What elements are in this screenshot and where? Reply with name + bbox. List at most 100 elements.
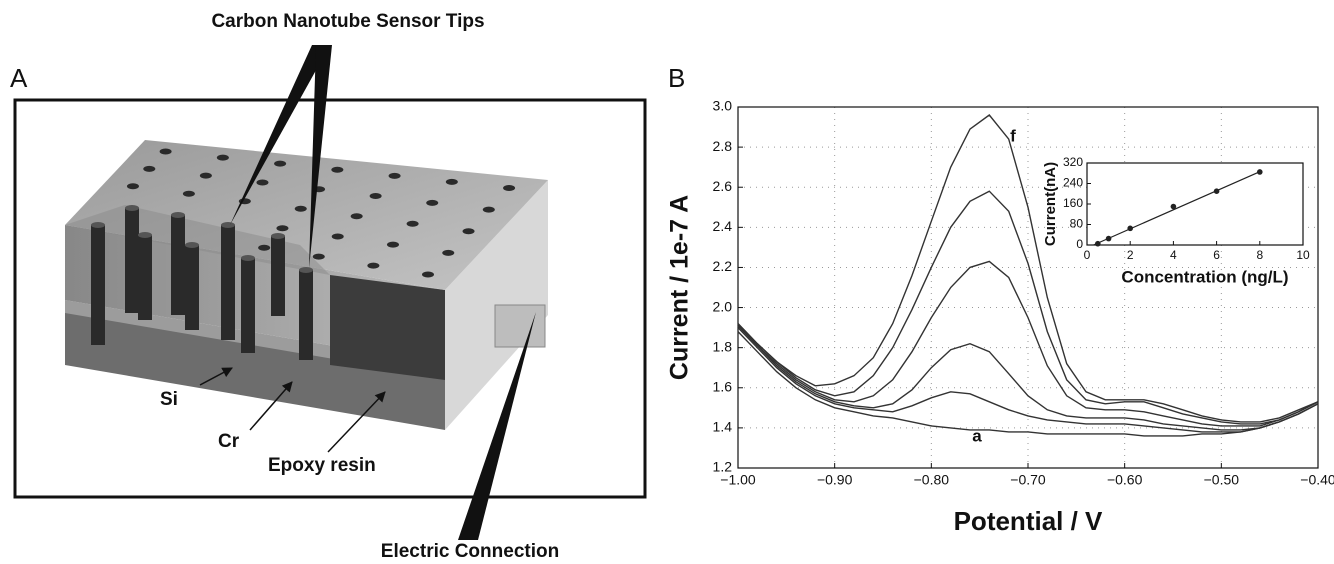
pore <box>388 172 401 179</box>
pore <box>406 220 419 227</box>
y-axis-label: Current(nA) <box>1042 162 1059 246</box>
y-tick-label: 0 <box>1076 237 1083 251</box>
pore <box>274 160 287 167</box>
tube <box>125 208 139 313</box>
plot-frame <box>737 106 1319 469</box>
y-tick-label: 2.0 <box>713 298 733 314</box>
pore <box>442 249 455 256</box>
pore <box>503 184 516 191</box>
pore <box>159 148 172 155</box>
pore <box>312 253 325 260</box>
tube <box>221 225 235 340</box>
pore <box>182 190 195 197</box>
si-layer <box>65 310 445 430</box>
tube <box>241 258 255 353</box>
inset-frame <box>1086 162 1304 246</box>
tube <box>185 245 199 330</box>
panel-a: A Carbon Nanotube Sensor Tips Si Cr Epox… <box>10 11 647 562</box>
pore <box>445 178 458 185</box>
pore <box>369 193 382 200</box>
x-tick-label: −0.40 <box>1300 472 1334 488</box>
x-tick-label: 2 <box>1127 248 1134 262</box>
pore <box>386 241 399 248</box>
pore <box>258 244 271 251</box>
tubes <box>91 205 313 360</box>
pore <box>462 228 475 235</box>
curve-label: f <box>1010 126 1016 145</box>
tube <box>171 215 185 315</box>
pore <box>367 262 380 269</box>
pointer <box>230 45 330 225</box>
pore <box>126 183 139 190</box>
layer-label: Epoxy resin <box>268 455 376 476</box>
pore <box>216 154 229 161</box>
fit-line <box>1093 171 1261 246</box>
y-tick-label: 2.6 <box>713 178 733 194</box>
layer-label: Cr <box>218 431 240 452</box>
x-tick-label: 6 <box>1213 248 1220 262</box>
panel-label: B <box>668 63 685 93</box>
pore <box>426 199 439 206</box>
y-tick-label: 3.0 <box>713 98 733 114</box>
dark-block <box>330 275 445 380</box>
point <box>1127 225 1133 232</box>
pore <box>294 205 307 212</box>
top-face <box>65 140 548 290</box>
y-axis-label: Current / 1e-7 A <box>666 195 694 380</box>
y-tick-label: 160 <box>1063 196 1083 210</box>
y-tick-label: 2.2 <box>713 258 733 274</box>
tube <box>91 225 105 345</box>
pore <box>350 213 363 220</box>
y-tick-label: 2.4 <box>713 218 733 234</box>
layer-label: Si <box>160 389 178 410</box>
pointer <box>458 312 536 540</box>
connection-label: Electric Connection <box>381 541 559 562</box>
y-tick-label: 1.2 <box>713 459 733 475</box>
panel-label: A <box>10 63 28 93</box>
pores <box>126 148 516 278</box>
point <box>1105 235 1112 242</box>
tube-top <box>138 232 152 238</box>
curve <box>737 327 1319 433</box>
x-axis-label: Potential / V <box>954 506 1103 536</box>
x-tick-label: 4 <box>1170 248 1177 262</box>
chart: 1.2 1.4 1.6 1.8 2.0 2.2 2.4 2.6 2.8 3.0 −1.00 −0.90… <box>666 98 1334 536</box>
tube <box>271 236 285 316</box>
y-tick-label: 1.6 <box>713 378 733 394</box>
point <box>1170 203 1177 210</box>
pore <box>143 165 156 172</box>
x-axis-label: Concentration (ng/L) <box>1121 267 1288 286</box>
pore <box>482 206 495 213</box>
x-tick-label: −1.00 <box>720 472 756 488</box>
y-tick-label: 80 <box>1070 217 1084 231</box>
point <box>1095 240 1101 247</box>
pore <box>256 179 269 186</box>
y-tick-label: 1.4 <box>713 419 733 435</box>
x-tick-label: 0 <box>1084 248 1091 262</box>
curve <box>737 260 1319 427</box>
curve <box>737 325 1319 431</box>
x-tick-label: −0.80 <box>914 472 950 488</box>
x-tick-label: −0.60 <box>1107 472 1143 488</box>
curve <box>737 331 1319 437</box>
tube-top <box>125 205 139 211</box>
pore <box>199 172 212 179</box>
y-tick-label: 1.8 <box>713 338 733 354</box>
y-tick-label: 320 <box>1063 155 1083 169</box>
x-tick-label: −0.50 <box>1204 472 1240 488</box>
connector <box>494 304 546 348</box>
tube-top <box>185 242 199 248</box>
x-tick-label: 8 <box>1256 248 1263 262</box>
curve <box>737 114 1319 423</box>
curve-label: a <box>972 426 982 445</box>
diagram-title: Carbon Nanotube Sensor Tips <box>211 11 484 32</box>
tube-top <box>91 222 105 228</box>
y-tick-label: 240 <box>1063 176 1083 190</box>
arrow <box>249 381 293 431</box>
frame <box>13 98 647 499</box>
x-tick-label: −0.90 <box>817 472 853 488</box>
point <box>1213 188 1220 194</box>
tube-top <box>241 255 255 261</box>
x-tick-label: 10 <box>1296 248 1310 262</box>
